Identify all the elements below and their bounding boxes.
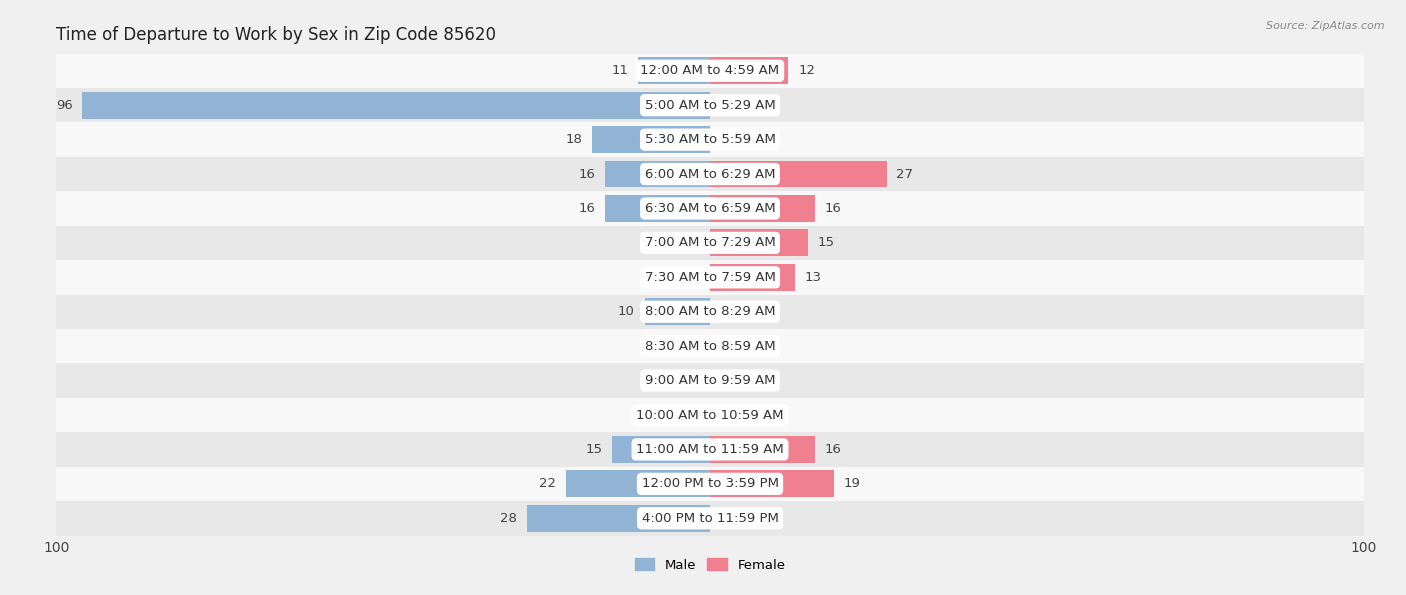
Bar bbox=[612, 436, 710, 463]
Text: 0: 0 bbox=[689, 340, 697, 353]
Bar bbox=[56, 123, 1364, 157]
Bar bbox=[644, 298, 710, 325]
Text: 9:00 AM to 9:59 AM: 9:00 AM to 9:59 AM bbox=[645, 374, 775, 387]
Legend: Male, Female: Male, Female bbox=[630, 553, 790, 577]
Bar bbox=[56, 260, 1364, 295]
Bar bbox=[710, 195, 814, 222]
Bar bbox=[56, 398, 1364, 432]
Bar bbox=[56, 226, 1364, 260]
Text: 5:30 AM to 5:59 AM: 5:30 AM to 5:59 AM bbox=[644, 133, 776, 146]
Text: 0: 0 bbox=[723, 133, 731, 146]
Text: 8:30 AM to 8:59 AM: 8:30 AM to 8:59 AM bbox=[645, 340, 775, 353]
Text: 13: 13 bbox=[804, 271, 823, 284]
Text: 0: 0 bbox=[723, 340, 731, 353]
Bar bbox=[56, 54, 1364, 88]
Text: 0: 0 bbox=[723, 374, 731, 387]
Text: 12: 12 bbox=[799, 64, 815, 77]
Text: 96: 96 bbox=[56, 99, 73, 112]
Text: 0: 0 bbox=[689, 374, 697, 387]
Text: 7:30 AM to 7:59 AM: 7:30 AM to 7:59 AM bbox=[644, 271, 776, 284]
Bar bbox=[56, 88, 1364, 123]
Bar bbox=[56, 157, 1364, 191]
Text: 15: 15 bbox=[585, 443, 602, 456]
Text: 0: 0 bbox=[689, 271, 697, 284]
Bar bbox=[83, 92, 710, 118]
Text: 6:30 AM to 6:59 AM: 6:30 AM to 6:59 AM bbox=[645, 202, 775, 215]
Text: 15: 15 bbox=[818, 236, 835, 249]
Bar bbox=[56, 364, 1364, 398]
Bar bbox=[527, 505, 710, 532]
Text: 0: 0 bbox=[723, 305, 731, 318]
Text: 0: 0 bbox=[723, 99, 731, 112]
Bar bbox=[710, 230, 808, 256]
Bar bbox=[710, 161, 887, 187]
Bar bbox=[710, 57, 789, 84]
Text: 16: 16 bbox=[824, 202, 841, 215]
Text: 6:00 AM to 6:29 AM: 6:00 AM to 6:29 AM bbox=[645, 168, 775, 180]
Text: 11: 11 bbox=[612, 64, 628, 77]
Text: 12:00 AM to 4:59 AM: 12:00 AM to 4:59 AM bbox=[641, 64, 779, 77]
Bar bbox=[56, 329, 1364, 364]
Text: 10:00 AM to 10:59 AM: 10:00 AM to 10:59 AM bbox=[637, 409, 783, 421]
Text: 4:00 PM to 11:59 PM: 4:00 PM to 11:59 PM bbox=[641, 512, 779, 525]
Bar bbox=[638, 57, 710, 84]
Text: 28: 28 bbox=[501, 512, 517, 525]
Text: 18: 18 bbox=[565, 133, 582, 146]
Text: 0: 0 bbox=[723, 512, 731, 525]
Bar bbox=[56, 295, 1364, 329]
Bar bbox=[56, 432, 1364, 466]
Text: Time of Departure to Work by Sex in Zip Code 85620: Time of Departure to Work by Sex in Zip … bbox=[56, 26, 496, 43]
Text: 16: 16 bbox=[824, 443, 841, 456]
Text: 0: 0 bbox=[723, 409, 731, 421]
Text: 7:00 AM to 7:29 AM: 7:00 AM to 7:29 AM bbox=[645, 236, 775, 249]
Text: 22: 22 bbox=[540, 477, 557, 490]
Text: 12:00 PM to 3:59 PM: 12:00 PM to 3:59 PM bbox=[641, 477, 779, 490]
Bar bbox=[606, 195, 710, 222]
Bar bbox=[592, 126, 710, 153]
Text: 16: 16 bbox=[579, 202, 596, 215]
Bar bbox=[56, 501, 1364, 536]
Text: 10: 10 bbox=[619, 305, 636, 318]
Text: 0: 0 bbox=[689, 236, 697, 249]
Bar bbox=[710, 436, 814, 463]
Text: 0: 0 bbox=[689, 409, 697, 421]
Bar bbox=[56, 466, 1364, 501]
Bar bbox=[710, 471, 834, 497]
Text: Source: ZipAtlas.com: Source: ZipAtlas.com bbox=[1267, 21, 1385, 31]
Text: 5:00 AM to 5:29 AM: 5:00 AM to 5:29 AM bbox=[645, 99, 775, 112]
Text: 8:00 AM to 8:29 AM: 8:00 AM to 8:29 AM bbox=[645, 305, 775, 318]
Bar bbox=[567, 471, 710, 497]
Text: 27: 27 bbox=[897, 168, 914, 180]
Bar bbox=[710, 264, 794, 291]
Bar bbox=[56, 191, 1364, 226]
Text: 19: 19 bbox=[844, 477, 860, 490]
Bar bbox=[606, 161, 710, 187]
Text: 11:00 AM to 11:59 AM: 11:00 AM to 11:59 AM bbox=[636, 443, 785, 456]
Text: 16: 16 bbox=[579, 168, 596, 180]
